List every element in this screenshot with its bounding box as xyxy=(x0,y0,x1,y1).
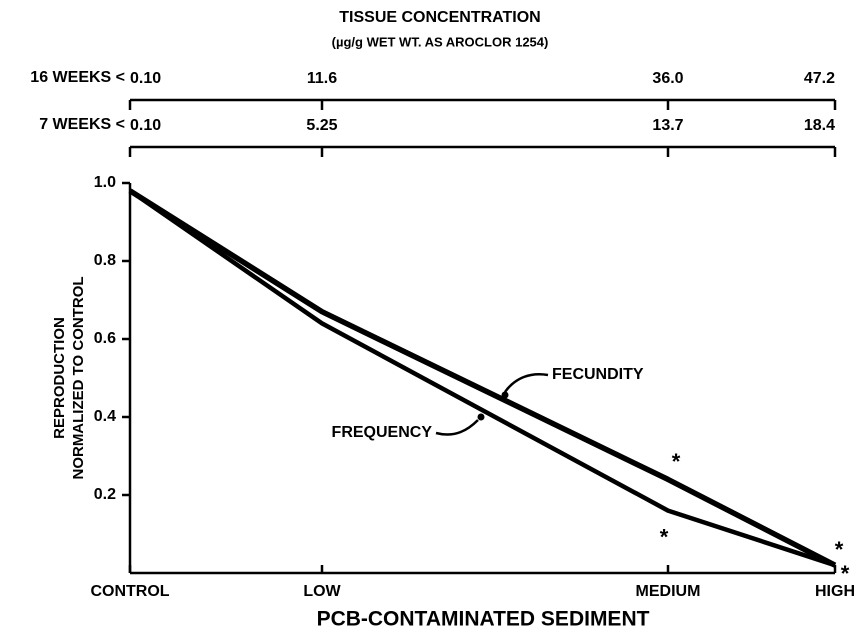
series-line xyxy=(128,188,837,568)
series-label-arrow xyxy=(435,419,479,436)
x-tick-label: HIGH xyxy=(815,583,855,600)
y-tick-label: 0.8 xyxy=(94,252,116,269)
y-axis-label: REPRODUCTION NORMALIZED TO CONTROL xyxy=(51,276,87,479)
x-axis-label: PCB-CONTAMINATED SEDIMENT xyxy=(317,608,650,631)
series-label: FREQUENCY xyxy=(332,424,433,441)
y-tick-label: 0.2 xyxy=(94,486,116,503)
y-axis-label-line: NORMALIZED TO CONTROL xyxy=(70,276,87,479)
top-axis-tick-label: 36.0 xyxy=(652,70,683,87)
y-axis-label-line: REPRODUCTION xyxy=(51,317,68,439)
series-line xyxy=(128,188,836,568)
top-axis-tick-label: 11.6 xyxy=(307,70,337,87)
y-tick-label: 1.0 xyxy=(94,174,116,191)
x-tick-label: MEDIUM xyxy=(636,583,701,600)
top-axis-tick-label: 5.25 xyxy=(306,117,337,134)
annotation: * xyxy=(835,537,844,562)
series-label-arrowhead xyxy=(501,391,509,399)
top-axis-tick-label: 18.4 xyxy=(804,117,835,134)
annotation: * xyxy=(672,449,681,474)
annotation: * xyxy=(660,524,669,549)
annotation: * xyxy=(841,561,850,586)
chart-title: TISSUE CONCENTRATION xyxy=(339,9,540,26)
top-axis-tick-label: 0.10 xyxy=(130,117,161,134)
top-axis-label: 7 WEEKS < xyxy=(39,116,125,133)
top-axis-label: 16 WEEKS < xyxy=(30,69,125,86)
top-axis-tick-label: 47.2 xyxy=(804,70,835,87)
series-label-arrowhead xyxy=(477,413,485,421)
series-label-arrow xyxy=(503,373,549,393)
chart-subtitle: (µg/g WET WT. AS AROCLOR 1254) xyxy=(332,34,549,49)
series-label: FECUNDITY xyxy=(552,366,644,383)
y-tick-label: 0.4 xyxy=(94,408,116,425)
y-tick-label: 0.6 xyxy=(94,330,116,347)
x-tick-label: LOW xyxy=(303,583,341,600)
top-axis-tick-label: 0.10 xyxy=(130,70,161,87)
x-tick-label: CONTROL xyxy=(90,583,169,600)
top-axis-tick-label: 13.7 xyxy=(652,117,683,134)
